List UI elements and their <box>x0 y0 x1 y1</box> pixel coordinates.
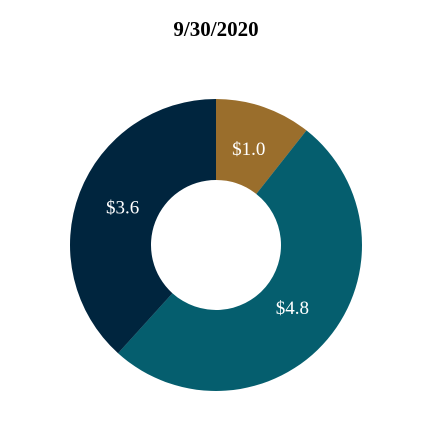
chart-title: 9/30/2020 <box>173 17 258 41</box>
donut-segment <box>118 130 362 391</box>
donut-segment <box>69 99 216 354</box>
value-label: $3.6 <box>106 197 139 218</box>
donut-segment <box>216 99 307 194</box>
value-label: $1.0 <box>232 139 265 160</box>
value-label: $4.8 <box>276 298 309 319</box>
